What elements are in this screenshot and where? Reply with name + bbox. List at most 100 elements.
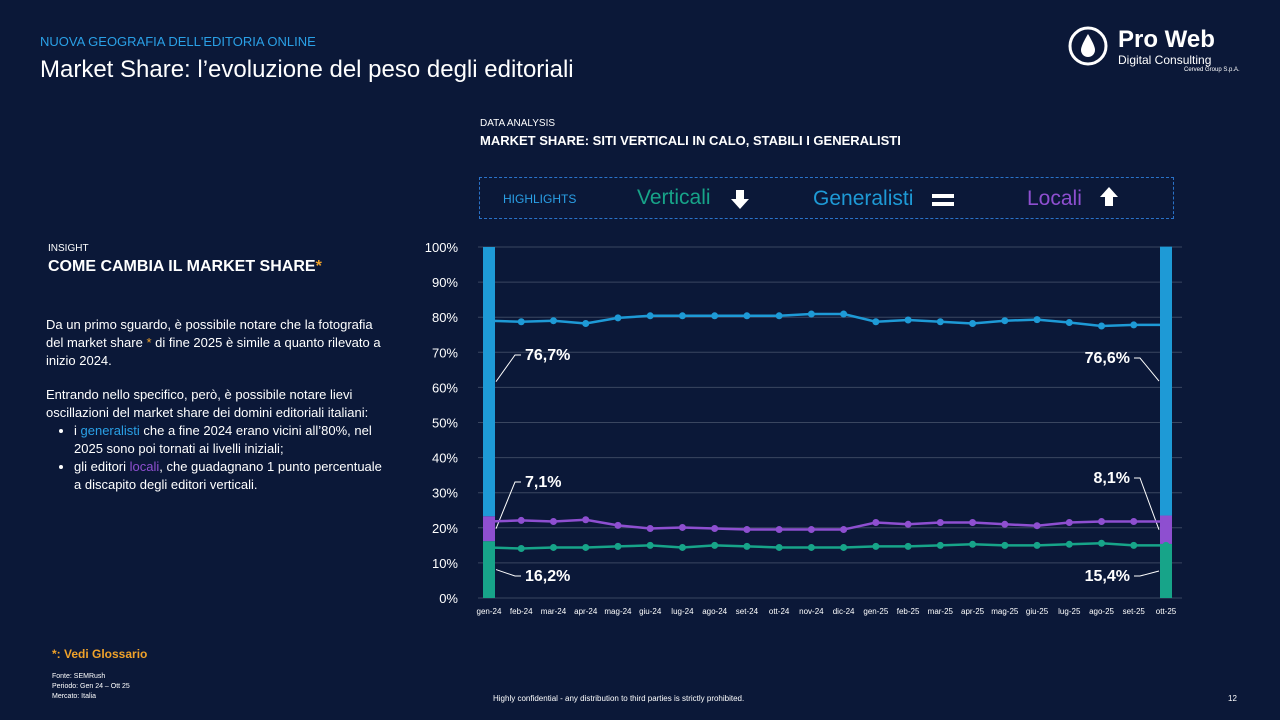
point [1001,520,1009,528]
x-tick-label: ott-25 [1156,607,1177,616]
bullet: i generalisti che a fine 2024 erano vici… [74,422,386,458]
logo-sub: Digital Consulting [1118,53,1212,67]
callout [1134,570,1160,577]
point [969,519,977,527]
text: che a fine 2024 erano vicini all’80%, ne… [74,423,372,456]
y-tick-label: 50% [432,416,458,431]
x-tick-label: ago-24 [702,607,727,616]
point [904,542,912,550]
highlights-label: HIGHLIGHTS [503,192,577,206]
y-tick-label: 0% [439,591,458,606]
glossary: *: Vedi Glossario [52,647,148,661]
text: i [74,423,81,438]
slide-title: Market Share: l’evoluzione del peso degl… [40,56,574,83]
bar [483,541,495,598]
point [1033,316,1041,324]
data-label: 76,7% [525,347,570,364]
point [1098,517,1106,525]
callout [495,569,521,577]
point [807,310,815,318]
x-tick-label: mag-25 [991,607,1019,616]
point [549,543,557,551]
point [969,540,977,548]
point [1130,517,1138,525]
arrow-down [731,190,749,209]
point [775,312,783,320]
point [485,317,493,325]
chart-title: MARKET SHARE: SITI VERTICALI IN CALO, ST… [480,133,901,148]
point [1065,519,1073,527]
point [678,543,686,551]
point [936,519,944,527]
x-tick-label: dic-24 [833,607,855,616]
text: , che guadagnano 1 punto percentuale a d… [74,459,382,492]
callout [1134,477,1160,530]
text: gli editori [74,459,130,474]
callout [495,481,521,529]
point [678,312,686,320]
x-tick-label: ago-25 [1089,607,1114,616]
x-tick-label: nov-24 [799,607,824,616]
point [549,517,557,525]
point [1098,539,1106,547]
source: Fonte: SEMRush [52,673,106,680]
insight-title: COME CAMBIA IL MARKET SHARE* [48,258,322,276]
arrow-up [1100,187,1118,206]
sources: Fonte: SEMRush Periodo: Gen 24 – Ott 25 Me… [52,672,130,702]
point [936,318,944,326]
point [711,525,719,533]
point [549,317,557,325]
x-tick-label: apr-24 [574,607,598,616]
point [775,526,783,534]
point [969,320,977,328]
point [1130,541,1138,549]
data-label: 76,6% [1085,350,1130,367]
star: * [315,258,322,275]
point [646,525,654,533]
point [807,526,815,534]
x-tick-label: set-25 [1123,607,1146,616]
line [488,312,1166,328]
point [1162,517,1170,525]
x-tick-label: feb-25 [897,607,920,616]
y-tick-label: 40% [432,451,458,466]
point [840,543,848,551]
y-tick-label: 90% [432,275,458,290]
point [1033,541,1041,549]
x-tick-label: gen-24 [477,607,502,616]
point [1130,321,1138,329]
y-tick-label: 10% [432,556,458,571]
y-tick-label: 30% [432,486,458,501]
x-tick-label: mar-25 [928,607,954,616]
point [711,541,719,549]
highlight: locali [129,459,160,474]
point [775,543,783,551]
point [517,545,525,553]
callout [495,354,521,382]
point [582,543,590,551]
x-tick-label: giu-25 [1026,607,1049,616]
point [872,519,880,527]
point [582,320,590,328]
point [807,543,815,551]
bullets: i generalisti che a fine 2024 erano vici… [46,422,386,494]
point [646,312,654,320]
x-tick-label: mar-24 [541,607,567,616]
legend-entry: Generalisti [813,187,914,210]
point [743,526,751,534]
y-tick-label: 70% [432,345,458,360]
point [1001,317,1009,325]
point [517,318,525,326]
insight-kicker: INSIGHT [48,243,89,254]
x-tick-label: giu-24 [639,607,662,616]
point [614,521,622,529]
y-tick-label: 20% [432,521,458,536]
data-label: 15,4% [1085,568,1130,585]
chart-kicker: DATA ANALYSIS [480,118,556,129]
line [488,518,1166,531]
point [711,312,719,320]
line [488,541,1166,550]
point [1162,321,1170,329]
x-tick-label: apr-25 [961,607,985,616]
